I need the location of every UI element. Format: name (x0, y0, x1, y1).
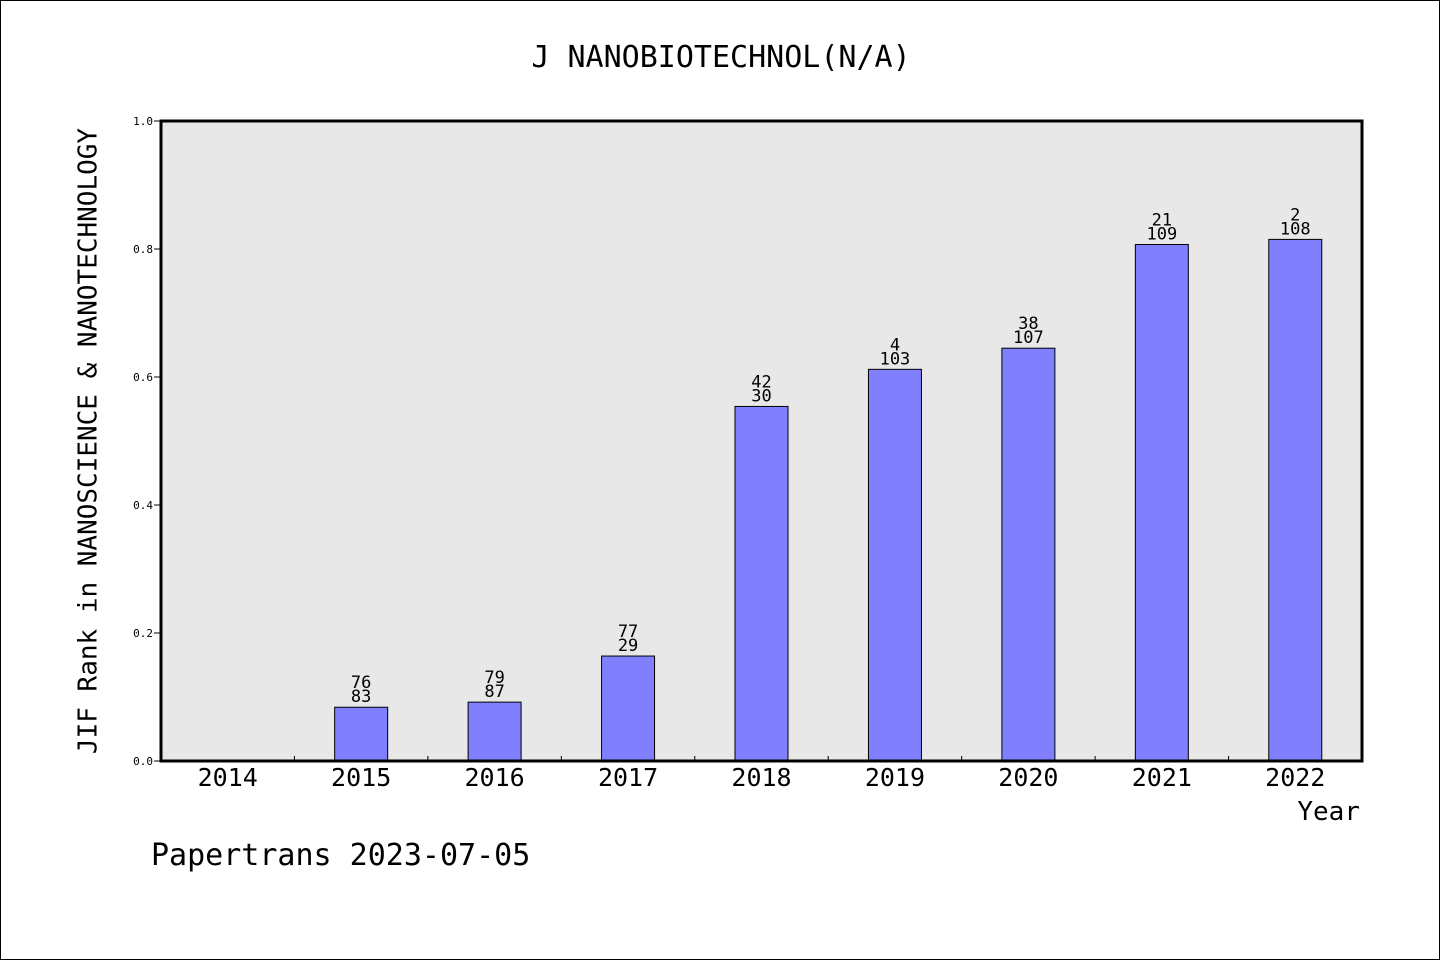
bar (867, 368, 922, 762)
bar-label-bottom: 29 (618, 636, 638, 656)
plot-border (159, 119, 1364, 763)
bar-label-bottom: 103 (880, 349, 911, 369)
y-axis-label: JIF Rank in NANOSCIENCE & NANOTECHNOLOGY (74, 128, 104, 754)
bar (1001, 347, 1056, 762)
y-tick-label: 1.0 (133, 115, 153, 128)
bar-label-top: 42 (751, 372, 771, 392)
bar-label-top: 21 (1152, 211, 1172, 231)
y-tick-label: 0.0 (133, 755, 153, 768)
x-tick-label: 2015 (331, 763, 391, 792)
bar-label-bottom: 109 (1146, 225, 1177, 245)
footer-text: Papertrans 2023-07-05 (151, 838, 530, 873)
x-tick-label: 2022 (1265, 763, 1325, 792)
bar (1134, 244, 1189, 762)
bar-label-top: 2 (1290, 205, 1300, 225)
bar-label-top: 77 (618, 622, 638, 642)
bar-label-bottom: 107 (1013, 328, 1044, 348)
x-tick-label: 2021 (1132, 763, 1192, 792)
bar (334, 706, 389, 762)
bar-label-bottom: 30 (751, 386, 771, 406)
x-tick-label: 2020 (998, 763, 1058, 792)
chart-title: J NANOBIOTECHNOL(N/A) (531, 40, 910, 75)
y-tick-label: 0.2 (133, 627, 153, 640)
bar-label-top: 76 (351, 673, 371, 693)
x-tick-label: 2014 (198, 763, 258, 792)
x-tick-label: 2016 (465, 763, 525, 792)
bar-label-top: 4 (890, 335, 900, 355)
y-tick-label: 0.8 (133, 243, 153, 256)
bar (467, 701, 522, 762)
x-tick-label: 2017 (598, 763, 658, 792)
bar (1268, 238, 1323, 762)
x-tick-label: 2018 (731, 763, 791, 792)
x-axis-label: Year (1297, 797, 1360, 827)
y-tick-label: 0.4 (133, 499, 153, 512)
ticks-group: 0.0 0.2 0.4 0.6 0.8 1.0 2014 2015 2016 2017 2018 20… (133, 115, 1325, 792)
bar (734, 405, 789, 762)
bar-label-top: 38 (1018, 314, 1038, 334)
bar (601, 655, 656, 762)
bar-label-bottom: 87 (484, 682, 504, 702)
y-tick-label: 0.6 (133, 371, 153, 384)
bar-label-bottom: 108 (1280, 219, 1311, 239)
bar-label-top: 79 (484, 668, 504, 688)
x-tick-label: 2019 (865, 763, 925, 792)
bars-group (334, 238, 1323, 762)
bar-label-bottom: 83 (351, 687, 371, 707)
